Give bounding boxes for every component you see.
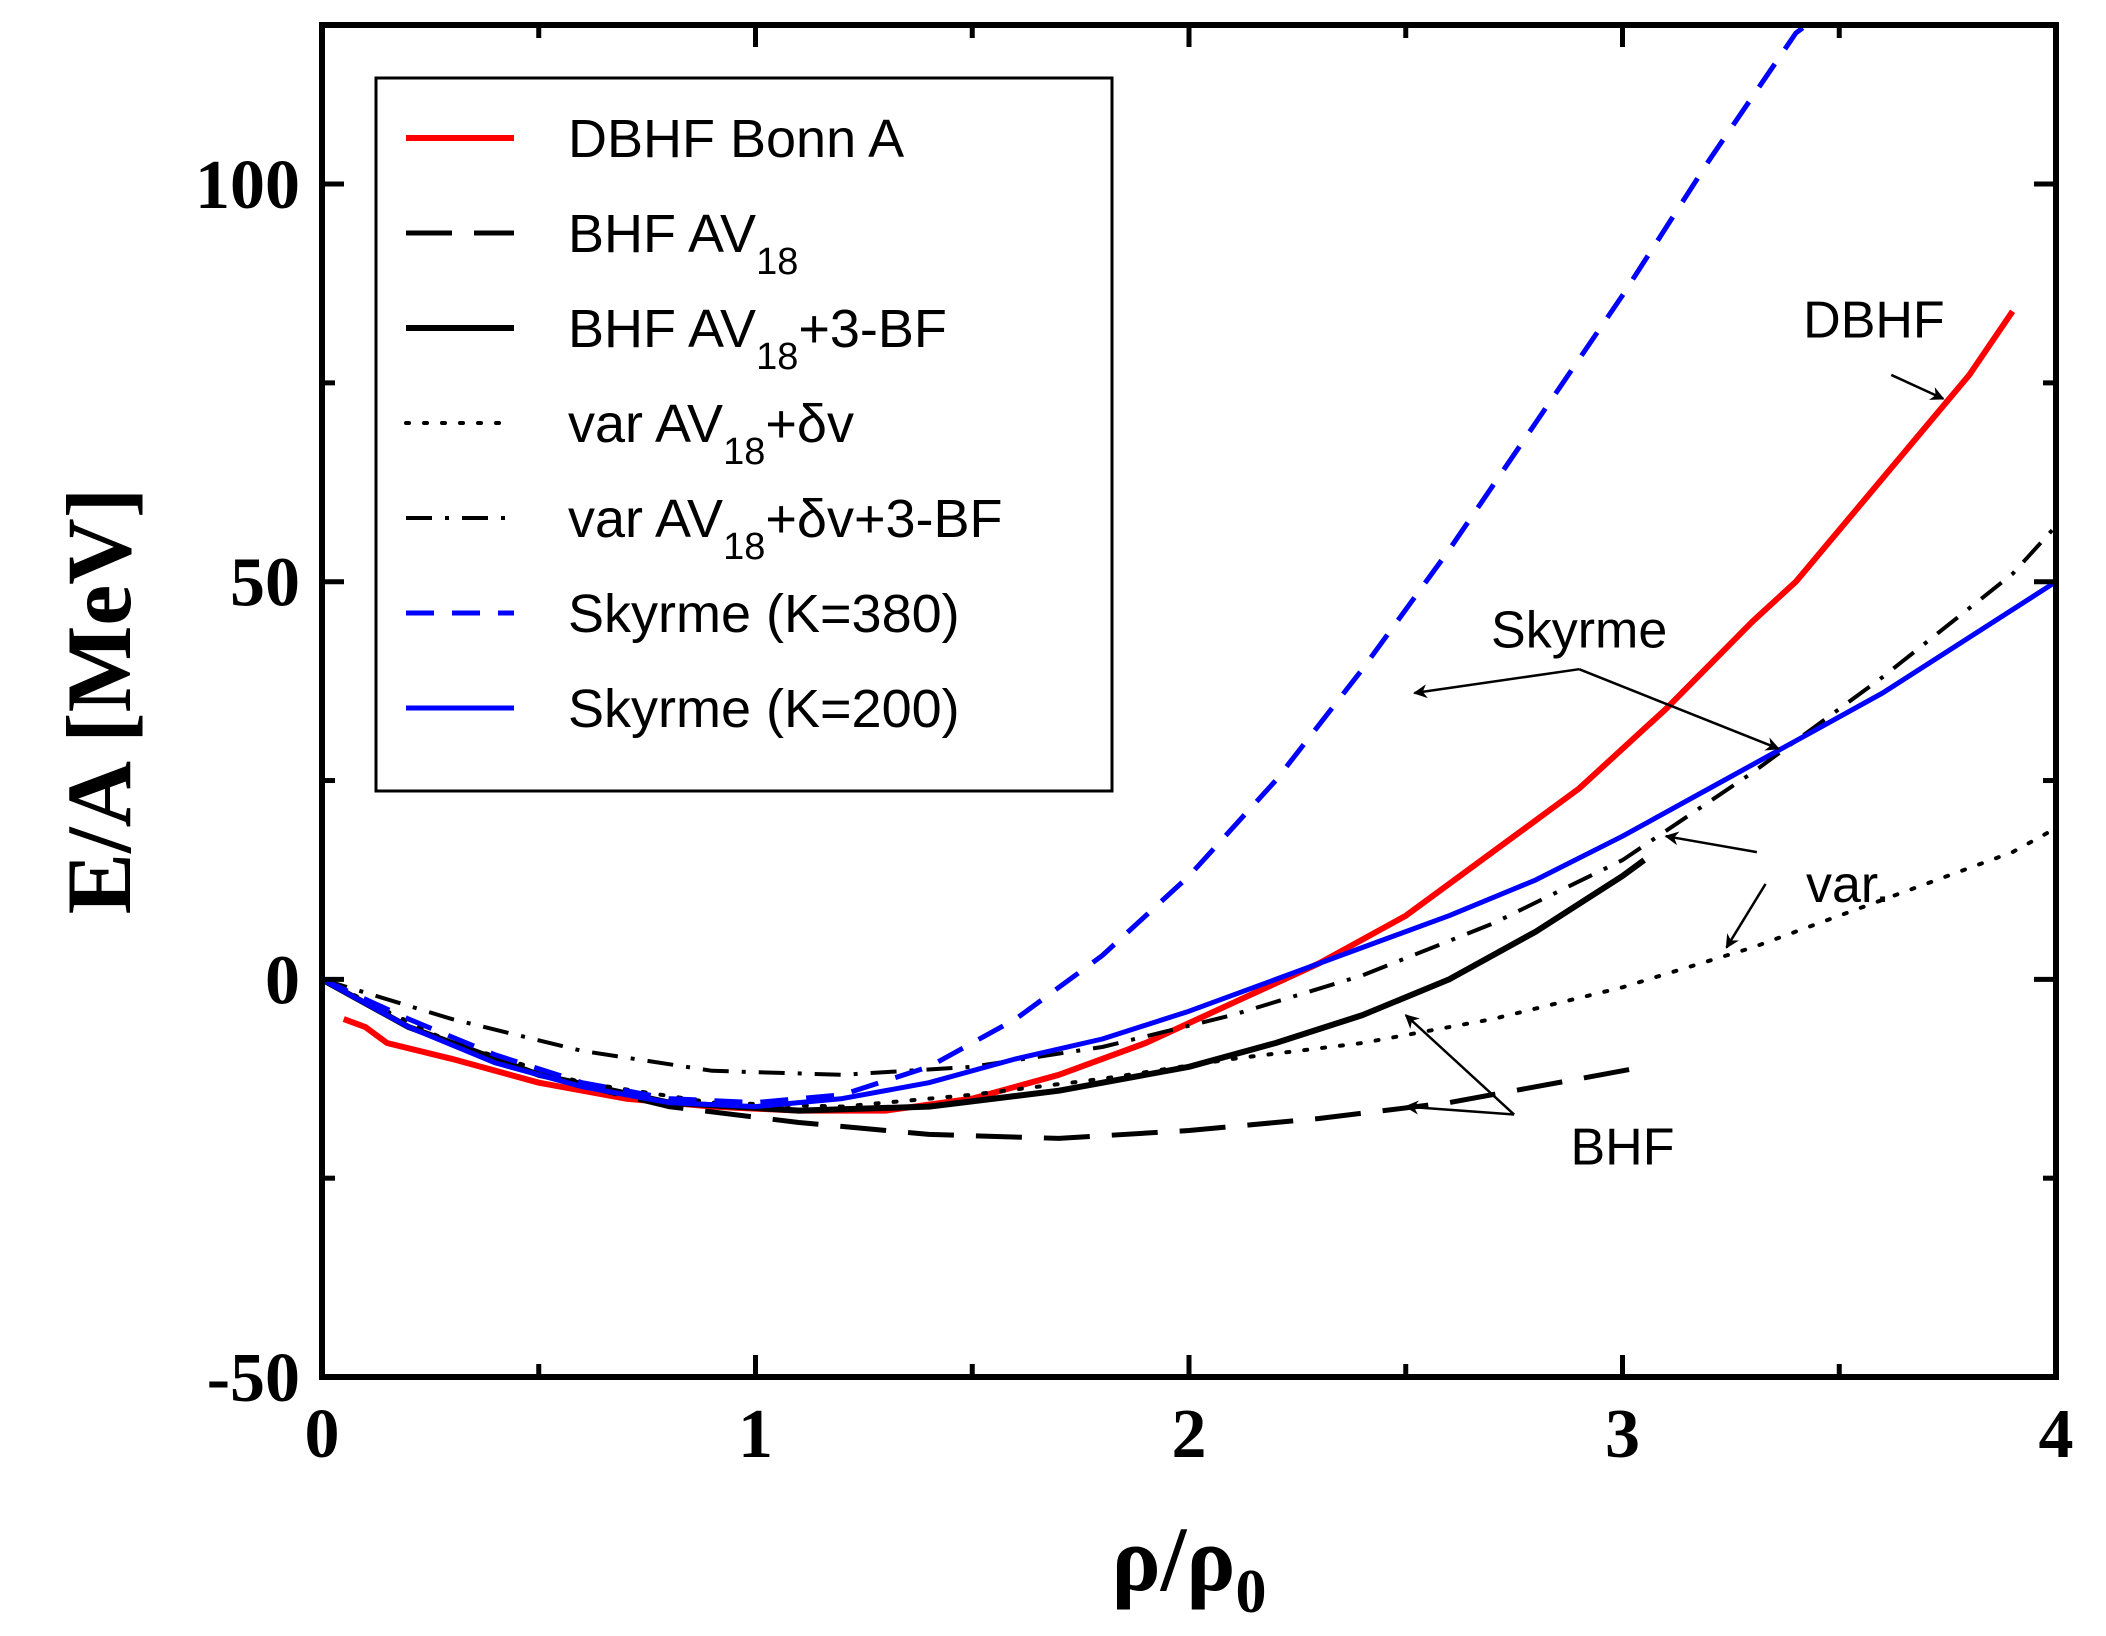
annotation-arrow: [1404, 1014, 1515, 1116]
annotation-skyrme: Skyrme: [1413, 601, 1780, 751]
annotation-arrow: [1404, 1100, 1515, 1116]
x-axis-title-main: ρ/ρ: [1111, 1508, 1235, 1610]
series-line-skyrme-k-380: [322, 25, 1811, 1106]
annotation-label: DBHF: [1803, 291, 1945, 349]
legend-label-subscript: 18: [756, 336, 798, 378]
legend-box: [374, 76, 1114, 793]
legend-label-subscript: 18: [723, 526, 765, 568]
x-axis-title: ρ/ρ0: [1111, 1508, 1266, 1626]
y-tick-label: 0: [265, 942, 300, 1019]
annotation-layer: DBHF Skyrme var. BHF: [1404, 291, 1945, 1176]
x-tick-label: 3: [1605, 1396, 1640, 1473]
legend-label-subscript: 18: [756, 241, 798, 283]
legend-label-suffix: +δv: [765, 394, 854, 454]
annotation-arrow: [1664, 831, 1758, 854]
annotation-var: var.: [1664, 831, 1890, 949]
legend-label-bhf-av18: BHF AV18: [568, 204, 798, 283]
tick-layer: [319, 25, 2059, 1380]
annotation-arrow: [1725, 883, 1767, 949]
annotation-label: Skyrme: [1491, 601, 1667, 659]
annotation-dbhf: DBHF: [1803, 291, 1945, 400]
legend-label-skyrme-k-380: Skyrme (K=380): [568, 584, 960, 644]
y-axis-title: E/A [MeV]: [48, 488, 150, 915]
series-line-dbhf-bonn-a: [342, 309, 2016, 1114]
series-line-skyrme-k-200: [322, 579, 2056, 1110]
legend-label-var-av18-v: var AV18+δv: [568, 394, 854, 473]
legend-label-subscript: 18: [723, 431, 765, 473]
x-tick-label: 2: [1172, 1396, 1207, 1473]
x-axis-title-sub: 0: [1236, 1558, 1267, 1626]
y-tick-label: -50: [207, 1340, 300, 1417]
annotation-label: var.: [1806, 856, 1890, 914]
y-tick-label: 50: [230, 545, 300, 622]
legend-label-skyrme-k-200: Skyrme (K=200): [568, 679, 960, 739]
x-tick-label: 4: [2039, 1396, 2074, 1473]
x-tick-label: 0: [305, 1396, 340, 1473]
annotation-arrow: [1413, 667, 1580, 699]
legend-label-text: var AV: [568, 394, 723, 454]
legend-label-bhf-av18-3-bf: BHF AV18+3-BF: [568, 299, 947, 378]
legend-label-suffix: +3-BF: [798, 299, 947, 359]
annotation-label: BHF: [1571, 1118, 1675, 1176]
legend-label-text: BHF AV: [568, 299, 756, 359]
annotation-arrow: [1890, 373, 1945, 400]
legend-label-suffix: +δv+3-BF: [765, 489, 1002, 549]
legend-label-var-av18-v-3-bf: var AV18+δv+3-BF: [568, 489, 1003, 568]
legend-label-text: var AV: [568, 489, 723, 549]
annotation-arrow: [1578, 668, 1780, 751]
legend-label-text: DBHF Bonn A: [568, 109, 904, 169]
legend-label-text: Skyrme (K=380): [568, 584, 960, 644]
legend-label-dbhf-bonn-a: DBHF Bonn A: [568, 109, 904, 169]
legend-label-text: Skyrme (K=200): [568, 679, 960, 739]
legend-label-text: BHF AV: [568, 204, 756, 264]
series-layer: [322, 25, 2056, 1141]
annotation-bhf: BHF: [1404, 1014, 1675, 1176]
x-tick-label: 1: [738, 1396, 773, 1473]
y-tick-label: 100: [195, 147, 300, 224]
